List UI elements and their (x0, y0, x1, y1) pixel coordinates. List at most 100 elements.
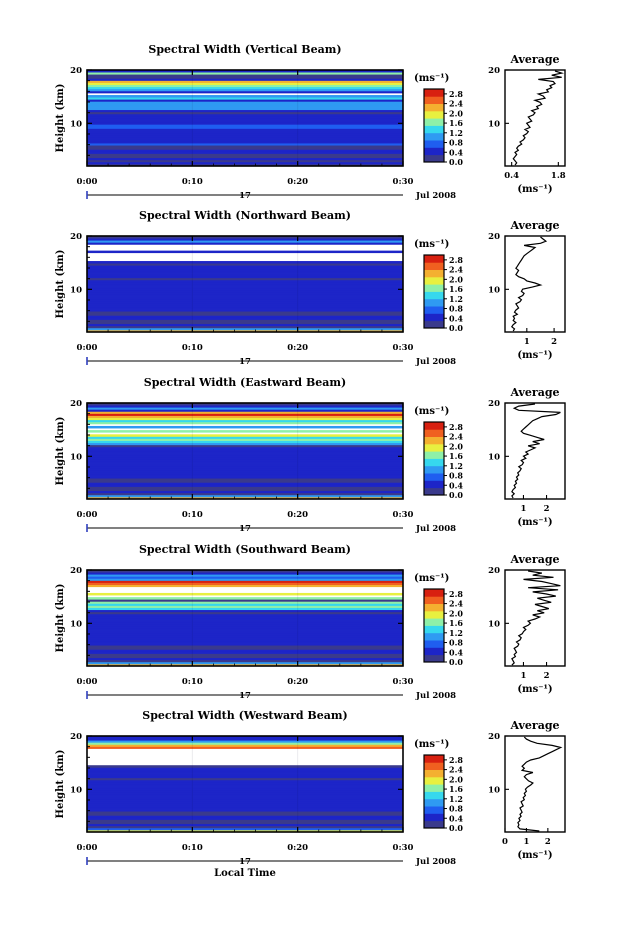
heatmap-cell (87, 771, 403, 774)
heatmap-cell (87, 269, 403, 272)
heatmap-cell (87, 288, 403, 291)
profile-x-label: (ms⁻¹) (517, 850, 552, 861)
heatmap-cell (87, 103, 403, 106)
heatmap-cell (87, 242, 403, 245)
heatmap-cell (87, 611, 403, 615)
profile-title: Average (509, 386, 559, 399)
month-year-label: Jul 2008 (415, 191, 456, 201)
heatmap-cell (87, 140, 403, 144)
heatmap-cell (87, 740, 403, 743)
heatmap-cell (87, 796, 403, 800)
heatmap-cell (87, 327, 403, 331)
colorbar-swatch (424, 320, 444, 329)
heatmap-cell (87, 302, 403, 306)
x-tick-label: 0:00 (77, 177, 98, 187)
heatmap-cell (87, 821, 403, 825)
y-tick-label: 10 (70, 452, 82, 462)
heatmap-cell (87, 296, 403, 300)
colorbar-tick-label: 2.8 (449, 422, 463, 432)
heatmap-cell (87, 292, 403, 295)
heatmap-cell (87, 86, 403, 90)
heatmap-cell (87, 476, 403, 479)
profile-x-tick-label: 2 (544, 671, 550, 681)
heatmap-cell (87, 825, 403, 829)
heatmap-cell (87, 632, 403, 636)
heatmap-cell (87, 273, 403, 277)
heatmap-cell (87, 88, 403, 92)
profile-frame (504, 402, 566, 500)
heatmap-cell (87, 779, 403, 783)
colorbar-tick-label: 0.4 (449, 813, 463, 823)
colorbar-swatch (424, 103, 444, 112)
heatmap-cell (87, 467, 403, 471)
heatmap-cell (87, 802, 403, 806)
heatmap-cell (87, 451, 403, 454)
colorbar-tick-label: 0.4 (449, 313, 463, 323)
heatmap-cell (87, 325, 403, 329)
heatmap-cell (87, 473, 403, 477)
heatmap-cell (87, 777, 403, 781)
x-tick-label: 0:10 (182, 843, 203, 853)
heatmap-cell (87, 313, 403, 316)
profile-line (512, 70, 565, 166)
heatmap-cell (87, 413, 403, 416)
heatmap-cell (87, 128, 403, 131)
profile-frame (504, 735, 566, 833)
heatmap-cell (87, 607, 403, 611)
heatmap-cell (87, 309, 403, 312)
x-tick-label: 0:00 (77, 510, 98, 520)
day-label: 17 (239, 524, 251, 534)
profile-y-tick-label: 10 (488, 452, 500, 462)
heatmap-cell (87, 157, 403, 161)
colorbar-swatch (424, 618, 444, 626)
heatmap-cell (87, 317, 403, 320)
day-label: 17 (239, 691, 251, 701)
profile-title: Average (509, 53, 559, 66)
colorbar-swatch (424, 458, 444, 467)
colorbar-unit: (ms⁻¹) (414, 239, 449, 250)
heatmap-cell (87, 434, 403, 437)
heatmap-cell (87, 126, 403, 129)
heatmap-cell (87, 659, 403, 663)
y-axis-label: Height (km) (55, 584, 66, 653)
colorbar-tick-label: 2.4 (449, 432, 463, 442)
heatmap-cell (87, 315, 403, 318)
colorbar-swatch (424, 443, 444, 452)
heatmap-cell (87, 465, 403, 469)
heatmap-cell (87, 403, 403, 406)
heatmap-cell (87, 438, 403, 441)
colorbar-swatch (424, 820, 444, 829)
heatmap-cell (87, 490, 403, 494)
heatmap-cell (87, 279, 403, 283)
colorbar-swatch (424, 110, 444, 119)
profile-title: Average (509, 719, 559, 732)
colorbar-tick-label: 2.0 (449, 274, 463, 284)
colorbar-tick-label: 0.8 (449, 138, 463, 148)
heatmap-cell (87, 267, 403, 270)
heatmap-cell (87, 448, 403, 452)
colorbar-tick-label: 2.8 (449, 89, 463, 99)
plot-frame (86, 402, 404, 500)
heatmap-cell (87, 109, 403, 113)
heatmap-cell (87, 615, 403, 619)
heatmap-cell (87, 800, 403, 804)
heatmap-cell (87, 636, 403, 640)
heatmap-cell (87, 138, 403, 142)
panel-title: Spectral Width (Southward Beam) (139, 543, 351, 556)
heatmap-cell (87, 661, 403, 665)
profile-x-label: (ms⁻¹) (517, 350, 552, 361)
heatmap-cell (87, 482, 403, 485)
heatmap-cell (87, 790, 403, 793)
colorbar-unit: (ms⁻¹) (414, 406, 449, 417)
colorbar-tick-label: 2.0 (449, 608, 463, 618)
profile-x-tick-label: 2 (544, 504, 550, 514)
heatmap-cell (87, 136, 403, 140)
heatmap-cell (87, 113, 403, 117)
heatmap-cell (87, 300, 403, 304)
profile-x-tick-label: 1 (523, 837, 529, 847)
heatmap-cell (87, 817, 403, 820)
colorbar-swatch (424, 776, 444, 785)
heatmap-cell (87, 442, 403, 446)
heatmap-cell (87, 124, 403, 127)
heatmap-cell (87, 736, 403, 739)
